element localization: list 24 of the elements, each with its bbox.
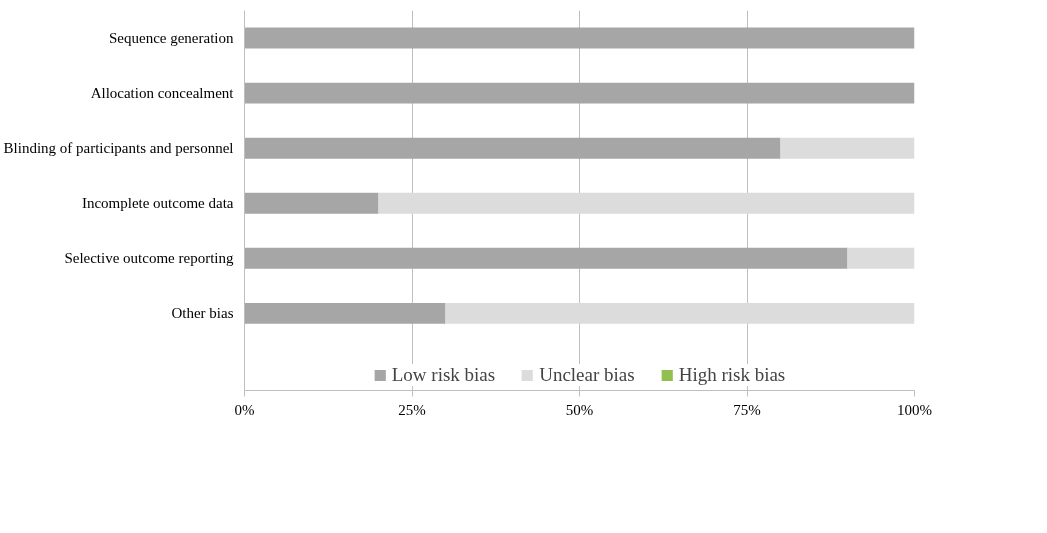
- y-tick-label: Sequence generation: [108, 30, 234, 47]
- x-tick-label: 50%: [565, 401, 594, 418]
- bar: [244, 247, 848, 269]
- x-tick-label: 100%: [897, 401, 932, 418]
- bar: [244, 137, 781, 159]
- bar: [847, 247, 915, 269]
- legend-label: Low risk bias: [391, 364, 496, 386]
- bar: [244, 27, 915, 49]
- bar: [244, 192, 379, 214]
- bar: [378, 192, 915, 214]
- bar: [780, 137, 915, 159]
- x-tick-label: 0%: [234, 401, 255, 418]
- bar: [244, 82, 915, 104]
- bar: [445, 302, 915, 324]
- y-tick-label: Incomplete outcome data: [81, 195, 234, 212]
- y-tick-label: Selective outcome reporting: [64, 250, 234, 267]
- bar: [244, 302, 446, 324]
- legend-label: Unclear bias: [539, 364, 635, 386]
- y-tick-label: Other bias: [171, 305, 234, 322]
- x-tick-label: 75%: [733, 401, 761, 418]
- y-tick-label: Allocation concealment: [90, 85, 235, 102]
- x-tick-label: 25%: [398, 401, 426, 418]
- y-tick-label: Blinding of participants and personnel: [3, 140, 234, 157]
- legend-label: High risk bias: [678, 364, 786, 386]
